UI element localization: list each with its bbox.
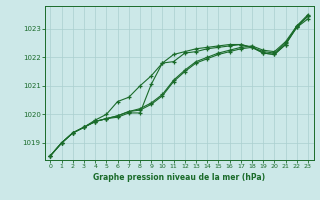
X-axis label: Graphe pression niveau de la mer (hPa): Graphe pression niveau de la mer (hPa)	[93, 173, 265, 182]
